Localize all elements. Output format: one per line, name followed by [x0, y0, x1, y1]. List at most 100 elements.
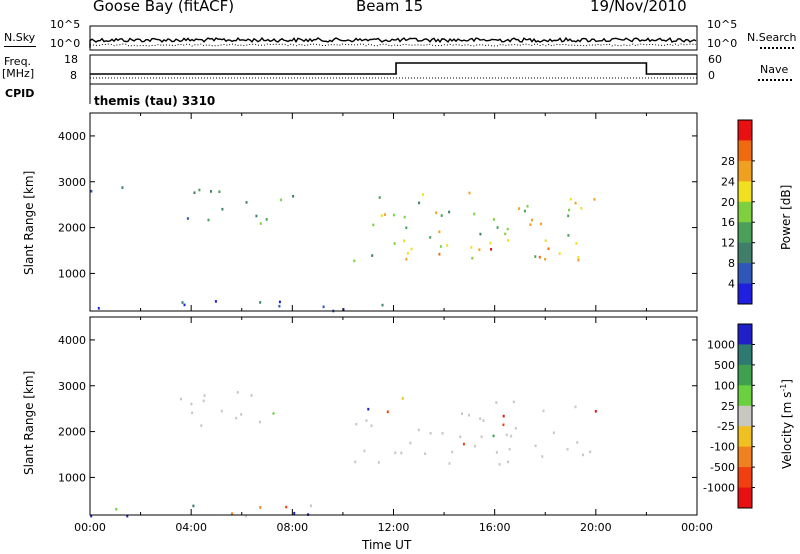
- scatter-cell: [363, 449, 366, 453]
- colorbar-swatch: [738, 426, 752, 448]
- scatter-cell: [577, 258, 580, 262]
- scatter-cell: [462, 442, 465, 446]
- colorbar-swatch: [738, 140, 752, 162]
- scatter-cell: [448, 462, 451, 465]
- scatter-cell: [459, 435, 462, 439]
- scatter-cell: [439, 245, 442, 248]
- x-tick-label: 20:00: [580, 521, 612, 534]
- scatter-cell: [567, 234, 570, 237]
- scatter-cell: [504, 232, 507, 236]
- x-tick-label: 08:00: [276, 521, 308, 534]
- scatter-cell: [405, 257, 408, 261]
- scatter-cell: [198, 188, 201, 192]
- colorbar-swatch: [738, 201, 752, 223]
- nsearch-tick-bottom: 10^0: [707, 37, 738, 50]
- colorbar-tick-label: 8: [728, 257, 735, 270]
- colorbar-swatch: [738, 446, 752, 468]
- y-tick-label: 3000: [58, 380, 86, 393]
- x-tick-label: 12:00: [378, 521, 410, 534]
- scatter-cell: [401, 397, 404, 400]
- y-tick-label: 2000: [58, 426, 86, 439]
- scatter-cell: [371, 254, 374, 257]
- scatter-cell: [245, 201, 248, 204]
- scatter-cell: [90, 514, 93, 518]
- scatter-cell: [473, 212, 476, 216]
- scatter-cell: [367, 407, 370, 411]
- cpid-label: CPID: [5, 87, 35, 100]
- scatter-cell: [203, 394, 206, 397]
- nave-tick-top: 60: [708, 53, 722, 66]
- scatter-cell: [438, 252, 441, 256]
- scatter-cell: [567, 214, 570, 218]
- nsearch-trace: [89, 43, 697, 47]
- scatter-cell: [489, 241, 492, 245]
- scatter-cell: [342, 308, 345, 311]
- scatter-cell: [394, 451, 397, 455]
- time-xlabel: Time UT: [362, 538, 412, 552]
- power-scatter: [90, 186, 596, 313]
- scatter-cell: [505, 433, 508, 437]
- scatter-cell: [568, 208, 571, 212]
- scatter-cell: [386, 410, 389, 414]
- scatter-cell: [440, 214, 443, 217]
- scatter-cell: [471, 256, 474, 260]
- scatter-cell: [451, 450, 454, 454]
- scatter-cell: [498, 463, 501, 466]
- scatter-cell: [322, 305, 325, 309]
- scatter-cell: [569, 197, 572, 201]
- scatter-cell: [285, 505, 288, 509]
- power-ylabel: Slant Range [km]: [22, 170, 36, 275]
- velocity-panel-frame: [89, 316, 698, 516]
- colorbar-tick-label: 500: [714, 359, 735, 372]
- scatter-cell: [534, 444, 537, 448]
- scatter-cell: [393, 242, 396, 245]
- nsky-tick-bottom: 10^0: [50, 37, 81, 50]
- scatter-cell: [378, 196, 381, 199]
- scatter-cell: [259, 506, 262, 509]
- power-colorbar-label: Power [dB]: [779, 184, 793, 250]
- scatter-cell: [193, 191, 196, 194]
- scatter-cell: [544, 239, 547, 242]
- scatter-cell: [574, 405, 577, 409]
- scatter-cell: [566, 447, 569, 451]
- colorbar-swatch: [738, 242, 752, 264]
- scatter-cell: [461, 412, 463, 415]
- y-tick-label: 4000: [58, 334, 86, 347]
- scatter-cell: [492, 434, 495, 438]
- scatter-cell: [403, 239, 406, 243]
- scatter-cell: [355, 422, 358, 426]
- power-panel-frame: [89, 112, 698, 312]
- scatter-cell: [280, 198, 283, 202]
- scatter-cell: [512, 400, 515, 404]
- scatter-cell: [518, 207, 521, 210]
- scatter-cell: [418, 201, 421, 205]
- freq-panel-frame: [89, 54, 698, 85]
- scatter-cell: [202, 399, 205, 403]
- scatter-cell: [429, 236, 432, 239]
- scatter-cell: [400, 451, 403, 455]
- scatter-cell: [259, 222, 262, 225]
- scatter-cell: [409, 441, 412, 445]
- scatter-cell: [115, 507, 118, 511]
- scatter-cell: [468, 413, 470, 417]
- scatter-cell: [97, 307, 100, 310]
- colorbar-tick-label: 25: [721, 400, 735, 413]
- scatter-cell: [258, 420, 261, 424]
- colorbar-swatch: [738, 120, 752, 141]
- scatter-cell: [221, 207, 224, 211]
- scatter-cell: [480, 435, 483, 438]
- scatter-cell: [353, 259, 356, 263]
- scatter-cell: [292, 195, 295, 198]
- nave-tick-bottom: 0: [708, 69, 715, 82]
- scatter-cell: [446, 244, 449, 247]
- colorbar-tick-label: -100: [710, 441, 735, 454]
- colorbar-tick-label: 1000: [707, 338, 735, 351]
- frequency-trace: [90, 62, 697, 75]
- scatter-cell: [424, 452, 427, 455]
- scatter-cell: [492, 218, 495, 221]
- scatter-cell: [496, 226, 499, 229]
- scatter-cell: [542, 409, 545, 413]
- velocity-colorbar-label-sup: -1: [779, 383, 788, 392]
- nsky-label: N.Sky: [4, 31, 36, 44]
- scatter-cell: [210, 190, 212, 193]
